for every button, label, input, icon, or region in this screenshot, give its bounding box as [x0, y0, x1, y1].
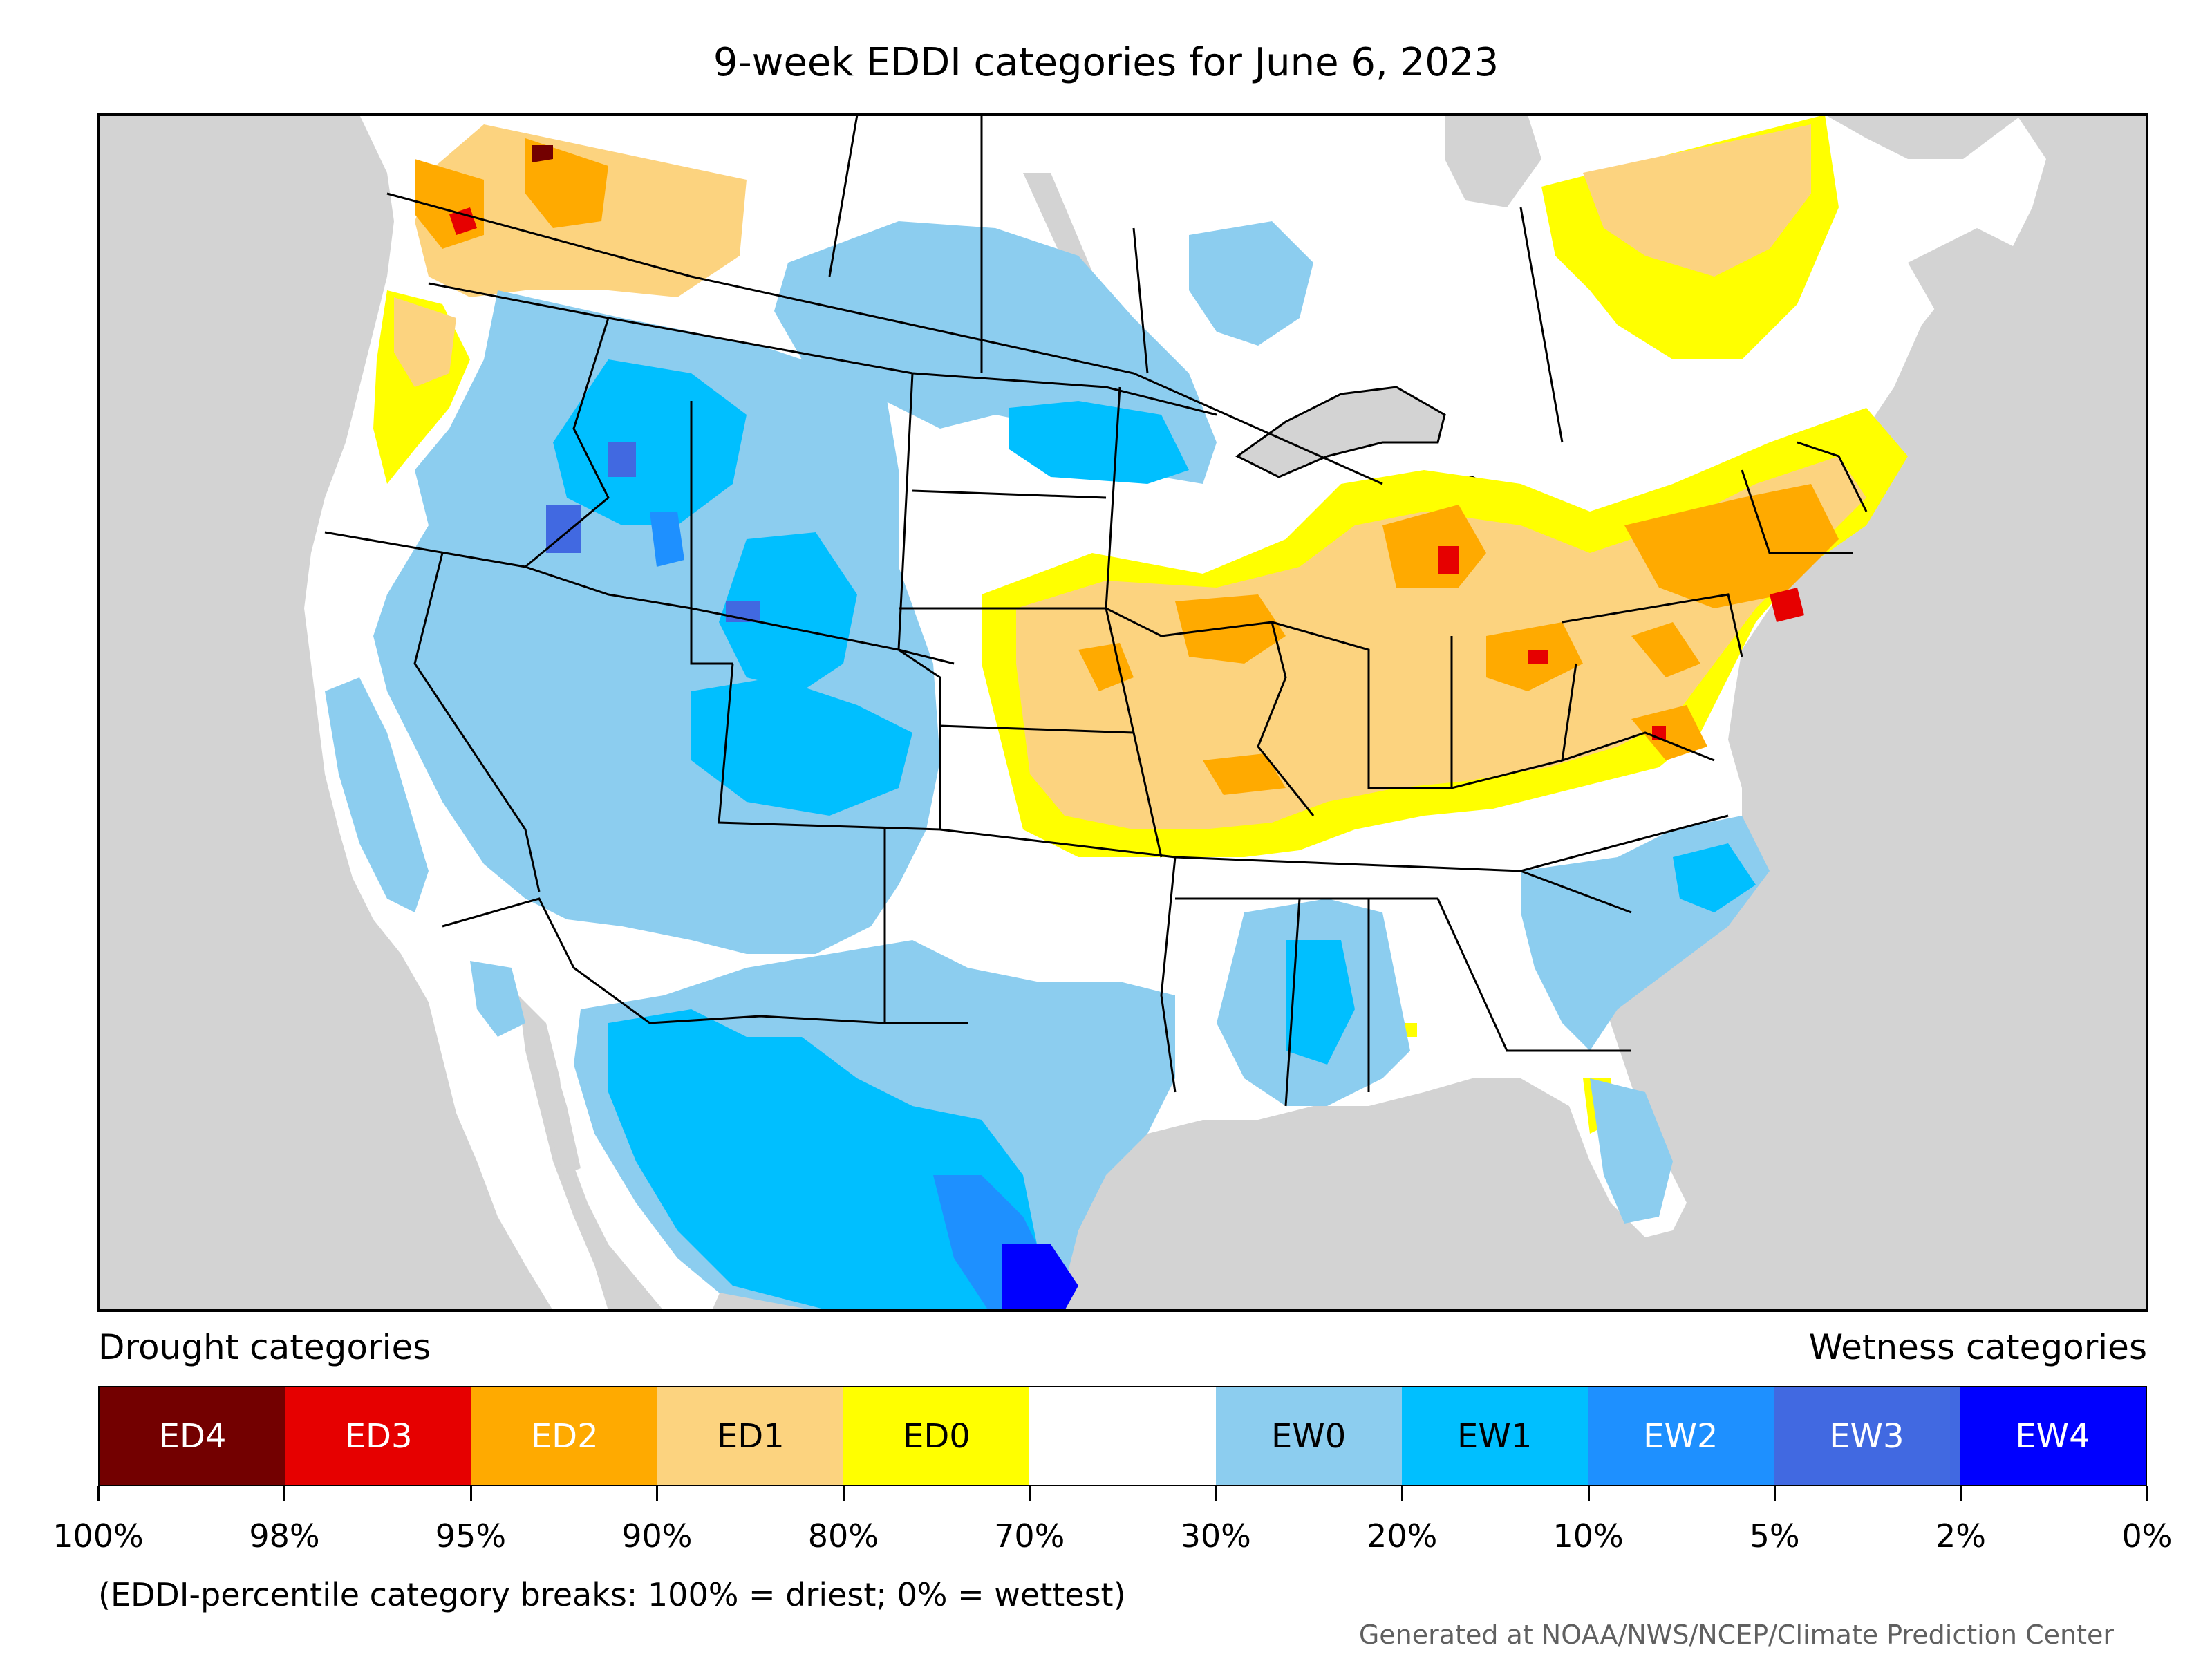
legend-tick: [1587, 1486, 1590, 1501]
legend-tick: [1401, 1486, 1404, 1501]
map-title: 9-week EDDI categories for June 6, 2023: [713, 40, 1499, 85]
legend-break-label: 70%: [994, 1517, 1065, 1555]
legend-swatch-ew0: EW0: [1215, 1387, 1402, 1485]
lake-superior: [1235, 386, 1446, 478]
legend-tick: [469, 1486, 472, 1501]
legend-swatch-ed4: ED4: [100, 1387, 286, 1485]
legend-swatch-ed1: ED1: [657, 1387, 844, 1485]
category-breaks-note: (EDDI-percentile category breaks: 100% =…: [98, 1576, 1126, 1613]
legend-break-label: 98%: [249, 1517, 320, 1555]
legend-swatch-ed3: ED3: [285, 1387, 472, 1485]
legend-break-label: 2%: [1936, 1517, 1987, 1555]
legend-swatch-ed0: ED0: [843, 1387, 1030, 1485]
legend-break-label: 100%: [53, 1517, 144, 1555]
legend-swatch-ew2: EW2: [1587, 1387, 1774, 1485]
legend-tick: [1215, 1486, 1217, 1501]
gulf-of-st-lawrence: [1908, 228, 2018, 311]
legend-swatch-neutral: [1029, 1387, 1216, 1485]
state-borders: [324, 114, 1868, 1107]
legend-break-label: 90%: [621, 1517, 693, 1555]
legend-break-label: 10%: [1553, 1517, 1624, 1555]
legend-break-label: 20%: [1367, 1517, 1438, 1555]
legend-break-label: 95%: [435, 1517, 507, 1555]
gulf-of-california: [518, 995, 581, 1175]
legend-tick: [842, 1486, 845, 1501]
category-legend: ED4 ED3 ED2 ED1 ED0 EW0 EW1 EW2 EW3 EW4: [98, 1386, 2147, 1486]
legend-tick: [656, 1486, 659, 1501]
legend-swatch-ew1: EW1: [1401, 1387, 1588, 1485]
legend-tick: [2146, 1486, 2148, 1501]
legend-break-label: 0%: [2121, 1517, 2173, 1555]
legend-break-label: 30%: [1180, 1517, 1251, 1555]
credit-line: Generated at NOAA/NWS/NCEP/Climate Predi…: [1358, 1620, 2114, 1650]
legend-tick: [283, 1486, 286, 1501]
legend-tick: [97, 1486, 100, 1501]
legend-swatch-ed2: ED2: [471, 1387, 658, 1485]
legend-break-label: 5%: [1749, 1517, 1800, 1555]
legend-break-label: 80%: [807, 1517, 879, 1555]
map-frame: [97, 113, 2148, 1312]
legend-tick: [1029, 1486, 1031, 1501]
legend-swatch-ew4: EW4: [1959, 1387, 2146, 1485]
legend-swatch-ew3: EW3: [1773, 1387, 1960, 1485]
hudson-bay: [1445, 115, 1541, 207]
wetness-areas: [325, 221, 1770, 1311]
drought-categories-label: Drought categories: [98, 1327, 431, 1367]
wetness-categories-label: Wetness categories: [1808, 1327, 2147, 1367]
legend-tick: [1960, 1486, 1962, 1501]
legend-tick: [1774, 1486, 1777, 1501]
legend-ticks: [97, 1486, 2148, 1503]
